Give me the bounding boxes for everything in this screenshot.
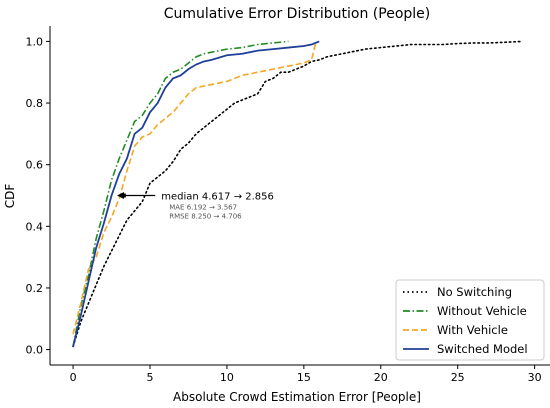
x-tick-label: 5 [147, 371, 154, 384]
y-tick-label: 1.0 [26, 35, 44, 48]
series-line-0 [72, 40, 524, 348]
y-tick-label: 0.6 [26, 159, 44, 172]
x-tick-label: 10 [220, 371, 234, 384]
axes: 0 5 10 15 20 25 30 0.0 0.2 0.4 0.6 0.8 1.0 [26, 26, 550, 384]
annotation-rmse: RMSE 8.250 → 4.706 [169, 213, 242, 221]
series-line-1 [72, 40, 289, 347]
legend-label-1: Without Vehicle [437, 304, 527, 318]
legend-label-2: With Vehicle [437, 323, 508, 337]
x-tick-label: 30 [528, 371, 542, 384]
series-layer [72, 40, 524, 348]
x-tick-label: 25 [451, 371, 465, 384]
legend-label-3: Switched Model [437, 342, 528, 356]
x-tick-label: 15 [297, 371, 311, 384]
y-tick-label: 0.4 [26, 220, 44, 233]
y-axis-label: CDF [3, 184, 17, 209]
x-axis-label: Absolute Crowd Estimation Error [People] [173, 390, 421, 404]
chart-title: Cumulative Error Distribution (People) [164, 6, 431, 22]
y-tick-label: 0.0 [26, 344, 44, 357]
annotation-median: median 4.617 → 2.856 [161, 192, 274, 203]
annotation-mae: MAE 6.192 → 3.567 [169, 204, 237, 212]
y-tick-label: 0.2 [26, 282, 44, 295]
legend-label-0: No Switching [437, 285, 512, 299]
x-tick-label: 20 [374, 371, 388, 384]
y-tick-label: 0.8 [26, 97, 44, 110]
series-line-2 [72, 41, 317, 335]
median-marker [121, 193, 126, 198]
series-line-3 [72, 40, 320, 347]
legend-box [395, 279, 545, 361]
legend: No Switching Without Vehicle With Vehicle S… [395, 279, 545, 361]
x-tick-label: 0 [70, 371, 77, 384]
